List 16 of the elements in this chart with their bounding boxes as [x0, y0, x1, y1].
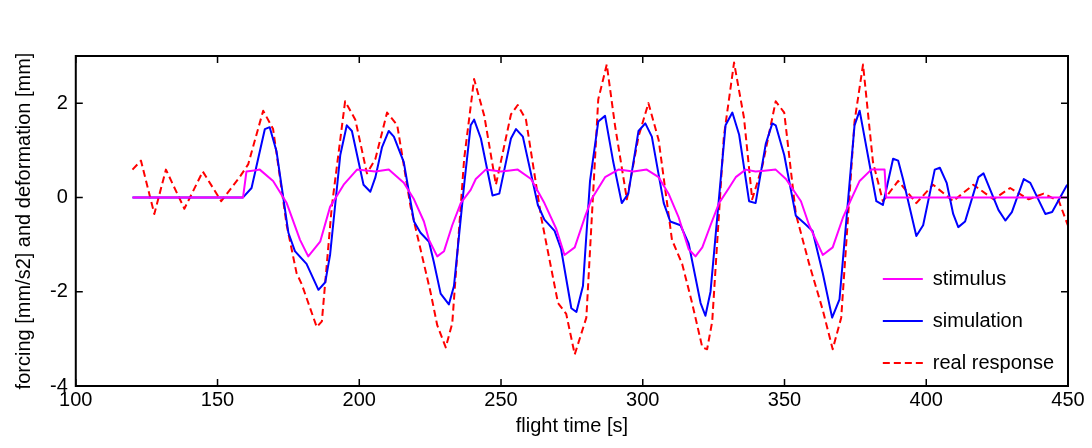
y-tick-label: -2	[49, 279, 68, 302]
x-tick-label: 150	[200, 387, 235, 410]
x-tick-label: 250	[484, 387, 518, 410]
legend-label: stimulus	[932, 266, 1007, 289]
x-tick-label: 200	[342, 387, 376, 410]
x-tick-label: 300	[626, 387, 660, 410]
x-tick-label: 450	[1051, 387, 1085, 410]
legend-label: real response	[932, 350, 1055, 373]
x-axis-title: flight time [s]	[515, 413, 629, 436]
x-tick-label: 400	[909, 387, 943, 410]
y-tick-label: 0	[56, 184, 68, 207]
line-series	[131, 61, 1068, 356]
x-tick-label: 350	[767, 387, 802, 410]
legend-label: simulation	[932, 308, 1023, 331]
y-tick-label: 2	[56, 90, 68, 113]
y-axis-title: forcing [mm/s2] and deformation [mm]	[11, 52, 34, 390]
